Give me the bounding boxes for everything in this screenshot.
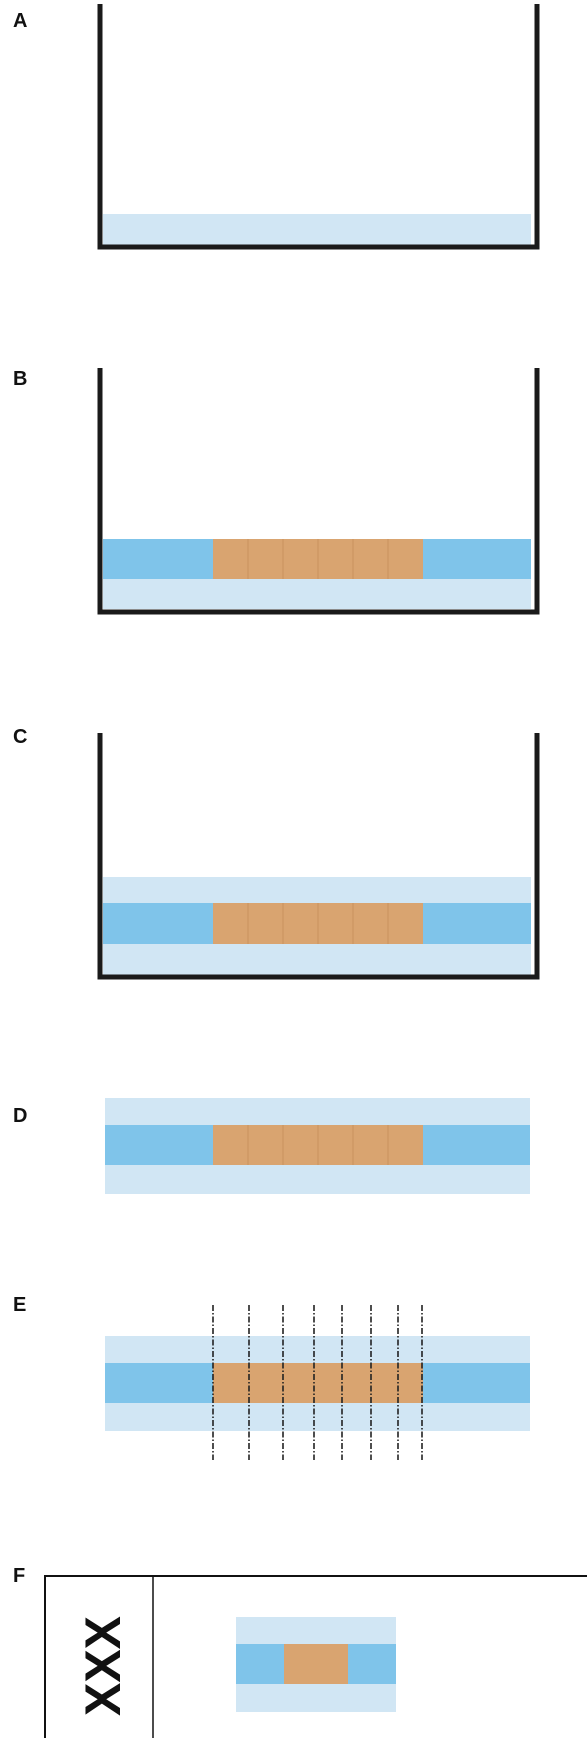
base-agarose-layer (105, 1403, 530, 1431)
base-agarose-layer (103, 944, 531, 975)
panel-f-label: F (13, 1565, 25, 1587)
top-agarose-layer (105, 1098, 530, 1125)
panel-f: F XXX (13, 1565, 587, 1738)
tissue-grid (247, 903, 389, 944)
base-agarose-layer (103, 214, 531, 245)
base-agarose-layer (105, 1165, 530, 1194)
slide-label-text: XXX (75, 1616, 131, 1716)
top-agarose-layer (103, 877, 531, 903)
base-agarose-layer (103, 579, 531, 609)
tissue-grid (247, 539, 389, 579)
cut-lines (212, 1305, 423, 1460)
panel-b-label: B (13, 368, 27, 390)
tissue-block (213, 1363, 423, 1403)
panel-e-label: E (13, 1294, 26, 1316)
panel-a: A (13, 4, 540, 250)
panel-c-label: C (13, 726, 27, 748)
mold-container (97, 4, 540, 250)
panel-d-label: D (13, 1105, 27, 1127)
top-agarose-layer (105, 1336, 530, 1363)
panel-b: B (13, 368, 540, 615)
panel-d: D (13, 1098, 530, 1194)
section-base-agarose (236, 1684, 396, 1712)
mold-container (97, 733, 540, 980)
section-tissue (284, 1644, 348, 1684)
panel-a-label: A (13, 10, 27, 32)
section-top-agarose (236, 1617, 396, 1644)
mold-container (97, 368, 540, 615)
panel-e: E (13, 1294, 530, 1460)
panel-c: C (13, 726, 540, 980)
tissue-grid (247, 1125, 389, 1165)
